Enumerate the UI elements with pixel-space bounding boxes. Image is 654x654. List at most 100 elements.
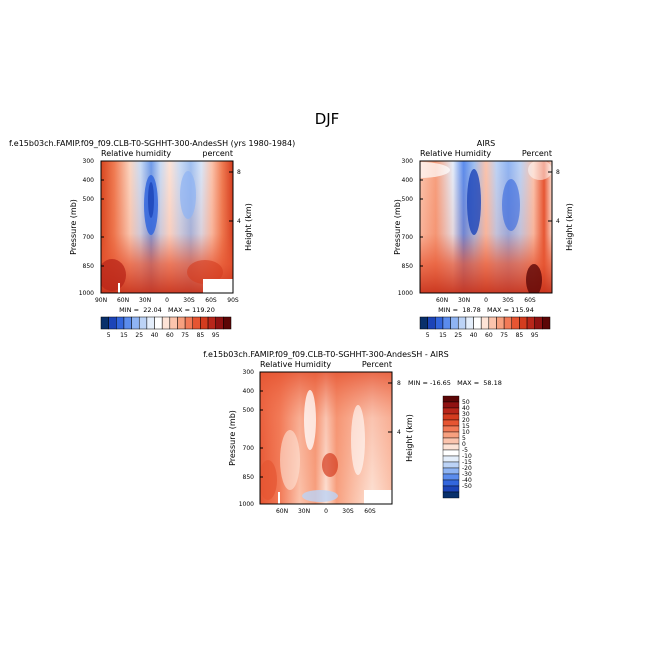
panel-diff-y2-ticks: 8 4 (388, 380, 401, 436)
y-tick-label: 1000 (79, 290, 94, 297)
colorbar-label: -15 (462, 459, 472, 466)
colorbar-swatch (442, 473, 460, 481)
x-tick-label: 60N (117, 297, 129, 304)
y-tick-label: 700 (243, 445, 255, 452)
colorbar-swatch (534, 316, 543, 330)
colorbar-label: 20 (462, 417, 470, 424)
colorbar-label: -40 (462, 477, 472, 484)
colorbar-swatch (169, 316, 178, 330)
panel-airs: AIRS Relative Humidity Percent 300 400 5… (393, 139, 574, 339)
y2-tick-label: 8 (237, 169, 241, 176)
y2-tick-label: 4 (556, 218, 560, 225)
panel-model-x-ticks: 90N 60N 30N 0 30S 60S 90S (95, 297, 239, 304)
colorbar-swatch (116, 316, 125, 330)
x-tick-label: 0 (165, 297, 169, 304)
colorbar-label: 5 (426, 332, 430, 339)
colorbar-label: 40 (151, 332, 159, 339)
colorbar-swatch (184, 316, 194, 330)
x-tick-label: 60N (276, 508, 288, 515)
x-tick-label: 30N (298, 508, 310, 515)
panel-airs-y2label: Height (km) (565, 203, 574, 251)
y-tick-label: 400 (243, 388, 255, 395)
page-title: DJF (315, 110, 340, 128)
panel-airs-colorbar: 5 15 25 40 60 75 85 95 (419, 316, 551, 339)
colorbar-swatch (503, 316, 513, 330)
panel-model-stats: MIN = 22.04 MAX = 119.20 (119, 306, 215, 314)
colorbar-swatch (442, 407, 460, 415)
colorbar-label: 25 (135, 332, 143, 339)
x-tick-label: 0 (324, 508, 328, 515)
y2-tick-label: 4 (237, 218, 241, 225)
panel-airs-x-ticks: 60N 30N 0 30S 60S (436, 297, 536, 304)
panel-airs-y2-ticks: 8 4 (548, 169, 560, 225)
x-tick-label: 30S (183, 297, 195, 304)
panel-diff-ylabel: Pressure (mb) (228, 410, 237, 466)
colorbar-swatch (519, 316, 528, 330)
colorbar-swatch (496, 316, 505, 330)
colorbar-swatch (100, 316, 109, 330)
y-tick-label: 500 (402, 196, 414, 203)
panel-airs-right-label: Percent (522, 149, 552, 158)
colorbar-swatch (442, 316, 451, 330)
panel-diff-title: f.e15b03ch.FAMIP.f09_f09.CLB-T0-SGHHT-30… (203, 350, 449, 359)
panel-airs-ylabel: Pressure (mb) (393, 199, 402, 255)
colorbar-label: 95 (212, 332, 220, 339)
x-tick-label: 60S (364, 508, 376, 515)
x-tick-label: 60S (205, 297, 217, 304)
colorbar-swatch (442, 431, 460, 439)
colorbar-swatch (442, 485, 460, 493)
colorbar-swatch (161, 316, 171, 330)
panel-diff-y-ticks: 300 400 500 700 850 1000 (239, 369, 263, 508)
colorbar-swatch (442, 467, 460, 475)
panel-diff-left-label: Relative Humidity (260, 360, 331, 369)
colorbar-swatch (427, 316, 436, 330)
panel-model-title: f.e15b03ch.FAMIP.f09_f09.CLB-T0-SGHHT-30… (9, 139, 295, 148)
colorbar-label: 85 (516, 332, 524, 339)
y-tick-label: 700 (83, 234, 95, 241)
colorbar-label: 60 (166, 332, 174, 339)
colorbar-swatch (442, 437, 460, 445)
panel-diff-stats: MIN = -16.65 MAX = 58.18 (408, 379, 502, 387)
colorbar-swatch (442, 455, 460, 463)
panel-model-colorbar: 5 15 25 40 60 75 85 95 (100, 316, 232, 339)
colorbar-label: -30 (462, 471, 472, 478)
y2-tick-label: 8 (397, 380, 401, 387)
panel-diff-y2label: Height (km) (405, 414, 414, 462)
colorbar-swatch (154, 316, 163, 330)
x-tick-label: 0 (484, 297, 488, 304)
colorbar-label: -10 (462, 453, 472, 460)
colorbar-swatch (200, 316, 209, 330)
colorbar-swatch (108, 316, 117, 330)
panel-model-right-label: percent (202, 149, 233, 158)
panel-model-y2label: Height (km) (244, 203, 253, 251)
colorbar-swatch (419, 316, 428, 330)
x-tick-label: 60N (436, 297, 448, 304)
colorbar-swatch (146, 316, 155, 330)
colorbar-swatch (131, 316, 140, 330)
colorbar-label: 40 (462, 405, 470, 412)
colorbar-swatch (442, 425, 460, 433)
colorbar-label: 40 (470, 332, 478, 339)
colorbar-swatch (473, 316, 482, 330)
colorbar-swatch (192, 316, 201, 330)
y2-tick-label: 8 (556, 169, 560, 176)
panel-model-y2-ticks: 8 4 (229, 169, 241, 225)
colorbar-swatch (442, 395, 460, 403)
colorbar-label: 15 (120, 332, 128, 339)
colorbar-swatch (465, 316, 474, 330)
colorbar-swatch (511, 316, 520, 330)
colorbar-label: 85 (197, 332, 205, 339)
colorbar-label: 75 (500, 332, 508, 339)
panel-model: f.e15b03ch.FAMIP.f09_f09.CLB-T0-SGHHT-30… (9, 139, 295, 339)
panel-airs-field (420, 161, 552, 293)
y2-tick-label: 4 (397, 429, 401, 436)
colorbar-swatch (526, 316, 535, 330)
panel-airs-title: AIRS (477, 139, 495, 148)
panel-model-ylabel: Pressure (mb) (69, 199, 78, 255)
colorbar-swatch (488, 316, 497, 330)
y-tick-label: 300 (83, 158, 95, 165)
colorbar-label: -50 (462, 483, 472, 490)
colorbar-swatch (542, 316, 551, 330)
